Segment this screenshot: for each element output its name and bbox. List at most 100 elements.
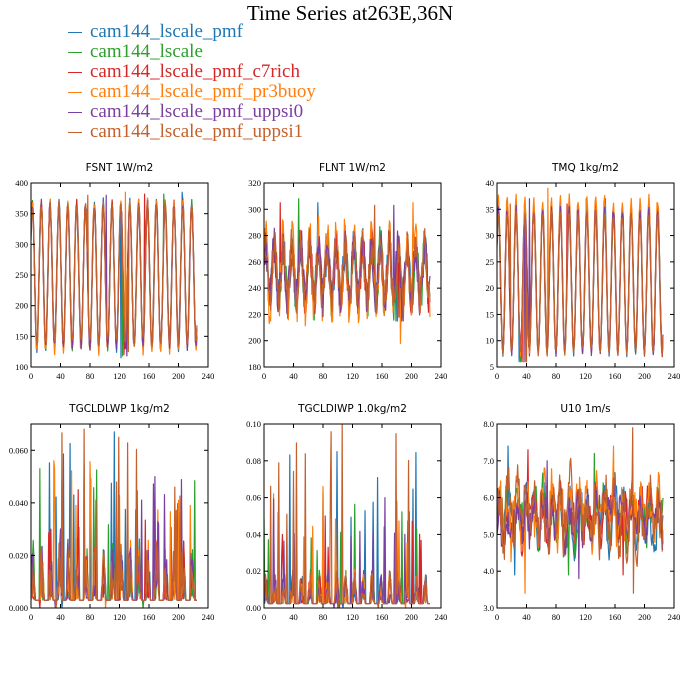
chart-title: TGCLDLWP 1kg/m2: [68, 403, 170, 415]
y-tick-label: 250: [15, 270, 28, 280]
x-tick-label: 120: [113, 371, 126, 381]
y-tick-label: 300: [248, 204, 261, 214]
x-tick-label: 40: [289, 612, 298, 622]
y-tick-label: 35: [486, 204, 495, 214]
x-tick-label: 200: [172, 612, 185, 622]
y-tick-label: 7.0: [483, 456, 494, 466]
legend-swatch: [68, 32, 82, 34]
x-tick-label: 200: [405, 371, 418, 381]
y-tick-label: 200: [15, 301, 28, 311]
x-tick-label: 40: [522, 371, 531, 381]
series-group: [264, 198, 431, 344]
y-tick-label: 220: [248, 309, 261, 319]
chart-panel: U10 1m/s 0 40 80 120 160 200 240 3.0 4.0 5.0 6.0 7.0…: [483, 403, 680, 622]
legend-swatch: [68, 132, 82, 134]
y-tick-label: 5.0: [483, 529, 494, 539]
x-tick-label: 200: [638, 612, 651, 622]
y-tick-label: 150: [15, 331, 28, 341]
y-tick-label: 200: [248, 336, 261, 346]
y-tick-label: 180: [248, 362, 261, 372]
chart-title: TMQ 1kg/m2: [551, 162, 619, 174]
chart-title: TGCLDIWP 1.0kg/m2: [297, 403, 407, 415]
x-tick-label: 160: [143, 612, 156, 622]
series-group: [497, 187, 664, 363]
y-tick-label: 0.040: [9, 498, 28, 508]
legend-swatch: [68, 52, 82, 54]
legend-item: cam144_lscale_pmf_pr3buoy: [66, 82, 316, 102]
y-tick-label: 0.060: [9, 445, 28, 455]
x-tick-label: 0: [495, 612, 499, 622]
x-tick-label: 160: [376, 612, 389, 622]
legend-swatch: [68, 92, 82, 94]
x-tick-label: 0: [29, 612, 33, 622]
x-tick-label: 200: [172, 371, 185, 381]
x-tick-label: 0: [262, 371, 266, 381]
y-tick-label: 15: [486, 309, 495, 319]
x-tick-label: 0: [29, 371, 33, 381]
chart-title: FLNT 1W/m2: [319, 162, 386, 174]
legend: cam144_lscale_pmf cam144_lscale cam144_l…: [66, 22, 316, 142]
chart-panel: FSNT 1W/m2 0 40 80 120 160 200 240 100 150 200 250 3…: [15, 162, 214, 381]
x-tick-label: 120: [113, 612, 126, 622]
y-tick-label: 350: [15, 209, 28, 219]
y-tick-label: 25: [486, 257, 495, 267]
x-tick-label: 80: [319, 612, 328, 622]
legend-item: cam144_lscale_pmf: [66, 22, 316, 42]
y-tick-label: 400: [15, 178, 28, 188]
legend-item: cam144_lscale_pmf_c7rich: [66, 62, 316, 82]
page-title: Time Series at263E,36N: [246, 1, 454, 25]
x-tick-label: 240: [435, 371, 448, 381]
legend-item: cam144_lscale: [66, 42, 316, 62]
y-tick-label: 4.0: [483, 566, 494, 576]
chart-panel: TGCLDLWP 1kg/m2 0 40 80 120 160 200 240 0.000 0.0…: [9, 403, 215, 622]
legend-label: cam144_lscale_pmf_uppsi1: [90, 121, 304, 142]
chart-panel: TMQ 1kg/m2 0 40 80 120 160 200 240 5 10 15 20 25 30 35…: [486, 162, 681, 381]
x-tick-label: 200: [638, 371, 651, 381]
legend-label: cam144_lscale_pmf: [90, 21, 244, 42]
y-tick-label: 280: [248, 231, 261, 241]
y-tick-label: 0.10: [246, 419, 261, 429]
series-line: [264, 204, 431, 322]
y-tick-label: 6.0: [483, 493, 494, 503]
series-line: [497, 427, 664, 594]
legend-item: cam144_lscale_pmf_uppsi1: [66, 122, 316, 142]
series-line: [497, 203, 664, 363]
x-tick-label: 80: [552, 612, 561, 622]
y-tick-label: 100: [15, 362, 28, 372]
y-tick-label: 0.000: [9, 603, 28, 613]
x-tick-label: 80: [319, 371, 328, 381]
legend-label: cam144_lscale_pmf_pr3buoy: [90, 81, 316, 102]
legend-swatch: [68, 72, 82, 74]
x-tick-label: 200: [405, 612, 418, 622]
x-tick-label: 40: [56, 371, 65, 381]
y-tick-label: 5: [490, 362, 494, 372]
y-tick-label: 0.02: [246, 566, 261, 576]
x-tick-label: 240: [202, 612, 215, 622]
chart-panel: TGCLDIWP 1.0kg/m2 0 40 80 120 160 200 240 0.00 0.…: [246, 403, 447, 622]
x-tick-label: 160: [143, 371, 156, 381]
legend-label: cam144_lscale_pmf_c7rich: [90, 61, 300, 82]
legend-item: cam144_lscale_pmf_uppsi0: [66, 102, 316, 122]
y-tick-label: 0.08: [246, 456, 261, 466]
x-tick-label: 80: [86, 612, 95, 622]
y-tick-label: 240: [248, 283, 261, 293]
x-tick-label: 80: [86, 371, 95, 381]
x-tick-label: 0: [262, 612, 266, 622]
x-tick-label: 120: [579, 371, 592, 381]
y-tick-label: 0.06: [246, 493, 261, 503]
legend-label: cam144_lscale_pmf_uppsi0: [90, 101, 304, 122]
y-tick-label: 0.00: [246, 603, 261, 613]
series-group: [31, 428, 197, 608]
x-tick-label: 40: [56, 612, 65, 622]
x-tick-label: 120: [579, 612, 592, 622]
chart-title: U10 1m/s: [560, 403, 610, 415]
y-tick-label: 3.0: [483, 603, 494, 613]
y-tick-label: 30: [486, 231, 495, 241]
x-tick-label: 120: [346, 612, 359, 622]
y-tick-label: 20: [486, 283, 495, 293]
x-tick-label: 40: [522, 612, 531, 622]
x-tick-label: 160: [609, 612, 622, 622]
series-group: [31, 191, 198, 359]
series-group: [264, 424, 430, 608]
